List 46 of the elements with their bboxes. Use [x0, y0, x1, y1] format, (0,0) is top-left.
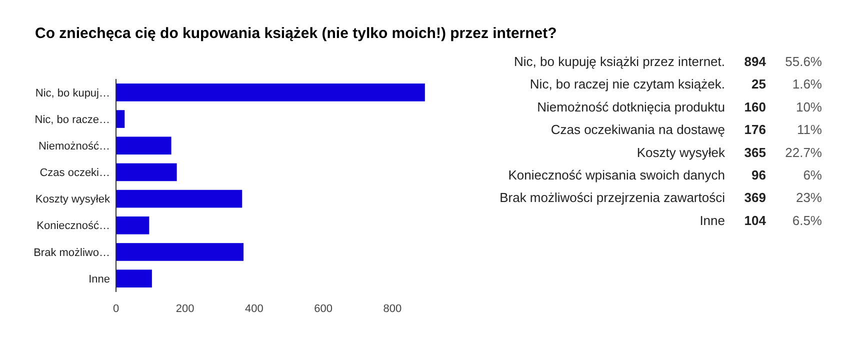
text: 894: [744, 54, 767, 69]
bar: [116, 270, 152, 288]
text: Inne: [700, 212, 725, 228]
y-tick-label: Inne: [88, 273, 110, 286]
text: 365: [744, 144, 766, 160]
bar: [116, 243, 244, 261]
text: 1.6%: [792, 76, 822, 92]
y-tick-label: Nic, bo racze…: [34, 114, 110, 126]
y-tick-label: Nic, bo kupuj…: [35, 87, 110, 100]
text: 22.7%: [785, 144, 822, 160]
text: 369: [744, 190, 766, 206]
x-tick-label: 800: [383, 303, 402, 315]
text: Nic, bo raczej nie czytam książek.: [530, 76, 725, 92]
text: 55.6%: [785, 54, 822, 69]
text: 104: [744, 212, 767, 228]
x-tick-label: 400: [245, 303, 264, 315]
text: 6%: [803, 168, 822, 182]
text: 23%: [796, 190, 822, 206]
x-tick-label: 0: [112, 303, 120, 315]
text: Brak możliwości przejrzenia zawartości: [500, 190, 726, 206]
text: 160: [744, 99, 766, 114]
text: 6.5%: [792, 212, 822, 228]
y-tick-label: Koszty wysyłek: [35, 194, 110, 206]
text: 176: [744, 122, 766, 138]
x-tick-label: 200: [176, 303, 194, 315]
x-tick-label: 600: [314, 303, 333, 315]
text: Konieczność wpisania swoich danych: [508, 168, 725, 182]
text: 96: [752, 168, 766, 182]
text: 25: [752, 76, 766, 92]
text: Nic, bo kupuję książki przez internet.: [514, 54, 725, 69]
bar: [116, 216, 150, 234]
bar: [116, 110, 125, 128]
bar: [116, 163, 177, 182]
text: Czas oczekiwania na dostawę: [550, 122, 725, 138]
text: Koszty wysyłek: [636, 144, 726, 160]
chart-title: Co zniechęca cię do kupowania książek (nie tylko moich!) przez internet?: [35, 25, 557, 42]
bar: [116, 190, 242, 208]
text: 11%: [796, 122, 822, 138]
text: 10%: [796, 99, 822, 114]
bar: [116, 84, 425, 102]
bar: [116, 136, 172, 155]
y-tick-label: Niemożność…: [38, 140, 110, 152]
text: Niemożność dotknięcia produktu: [537, 99, 725, 114]
y-tick-label: Brak możliwo…: [34, 246, 110, 259]
y-tick-label: Czas oczeki…: [40, 167, 110, 180]
y-tick-label: Konieczność…: [36, 220, 110, 232]
